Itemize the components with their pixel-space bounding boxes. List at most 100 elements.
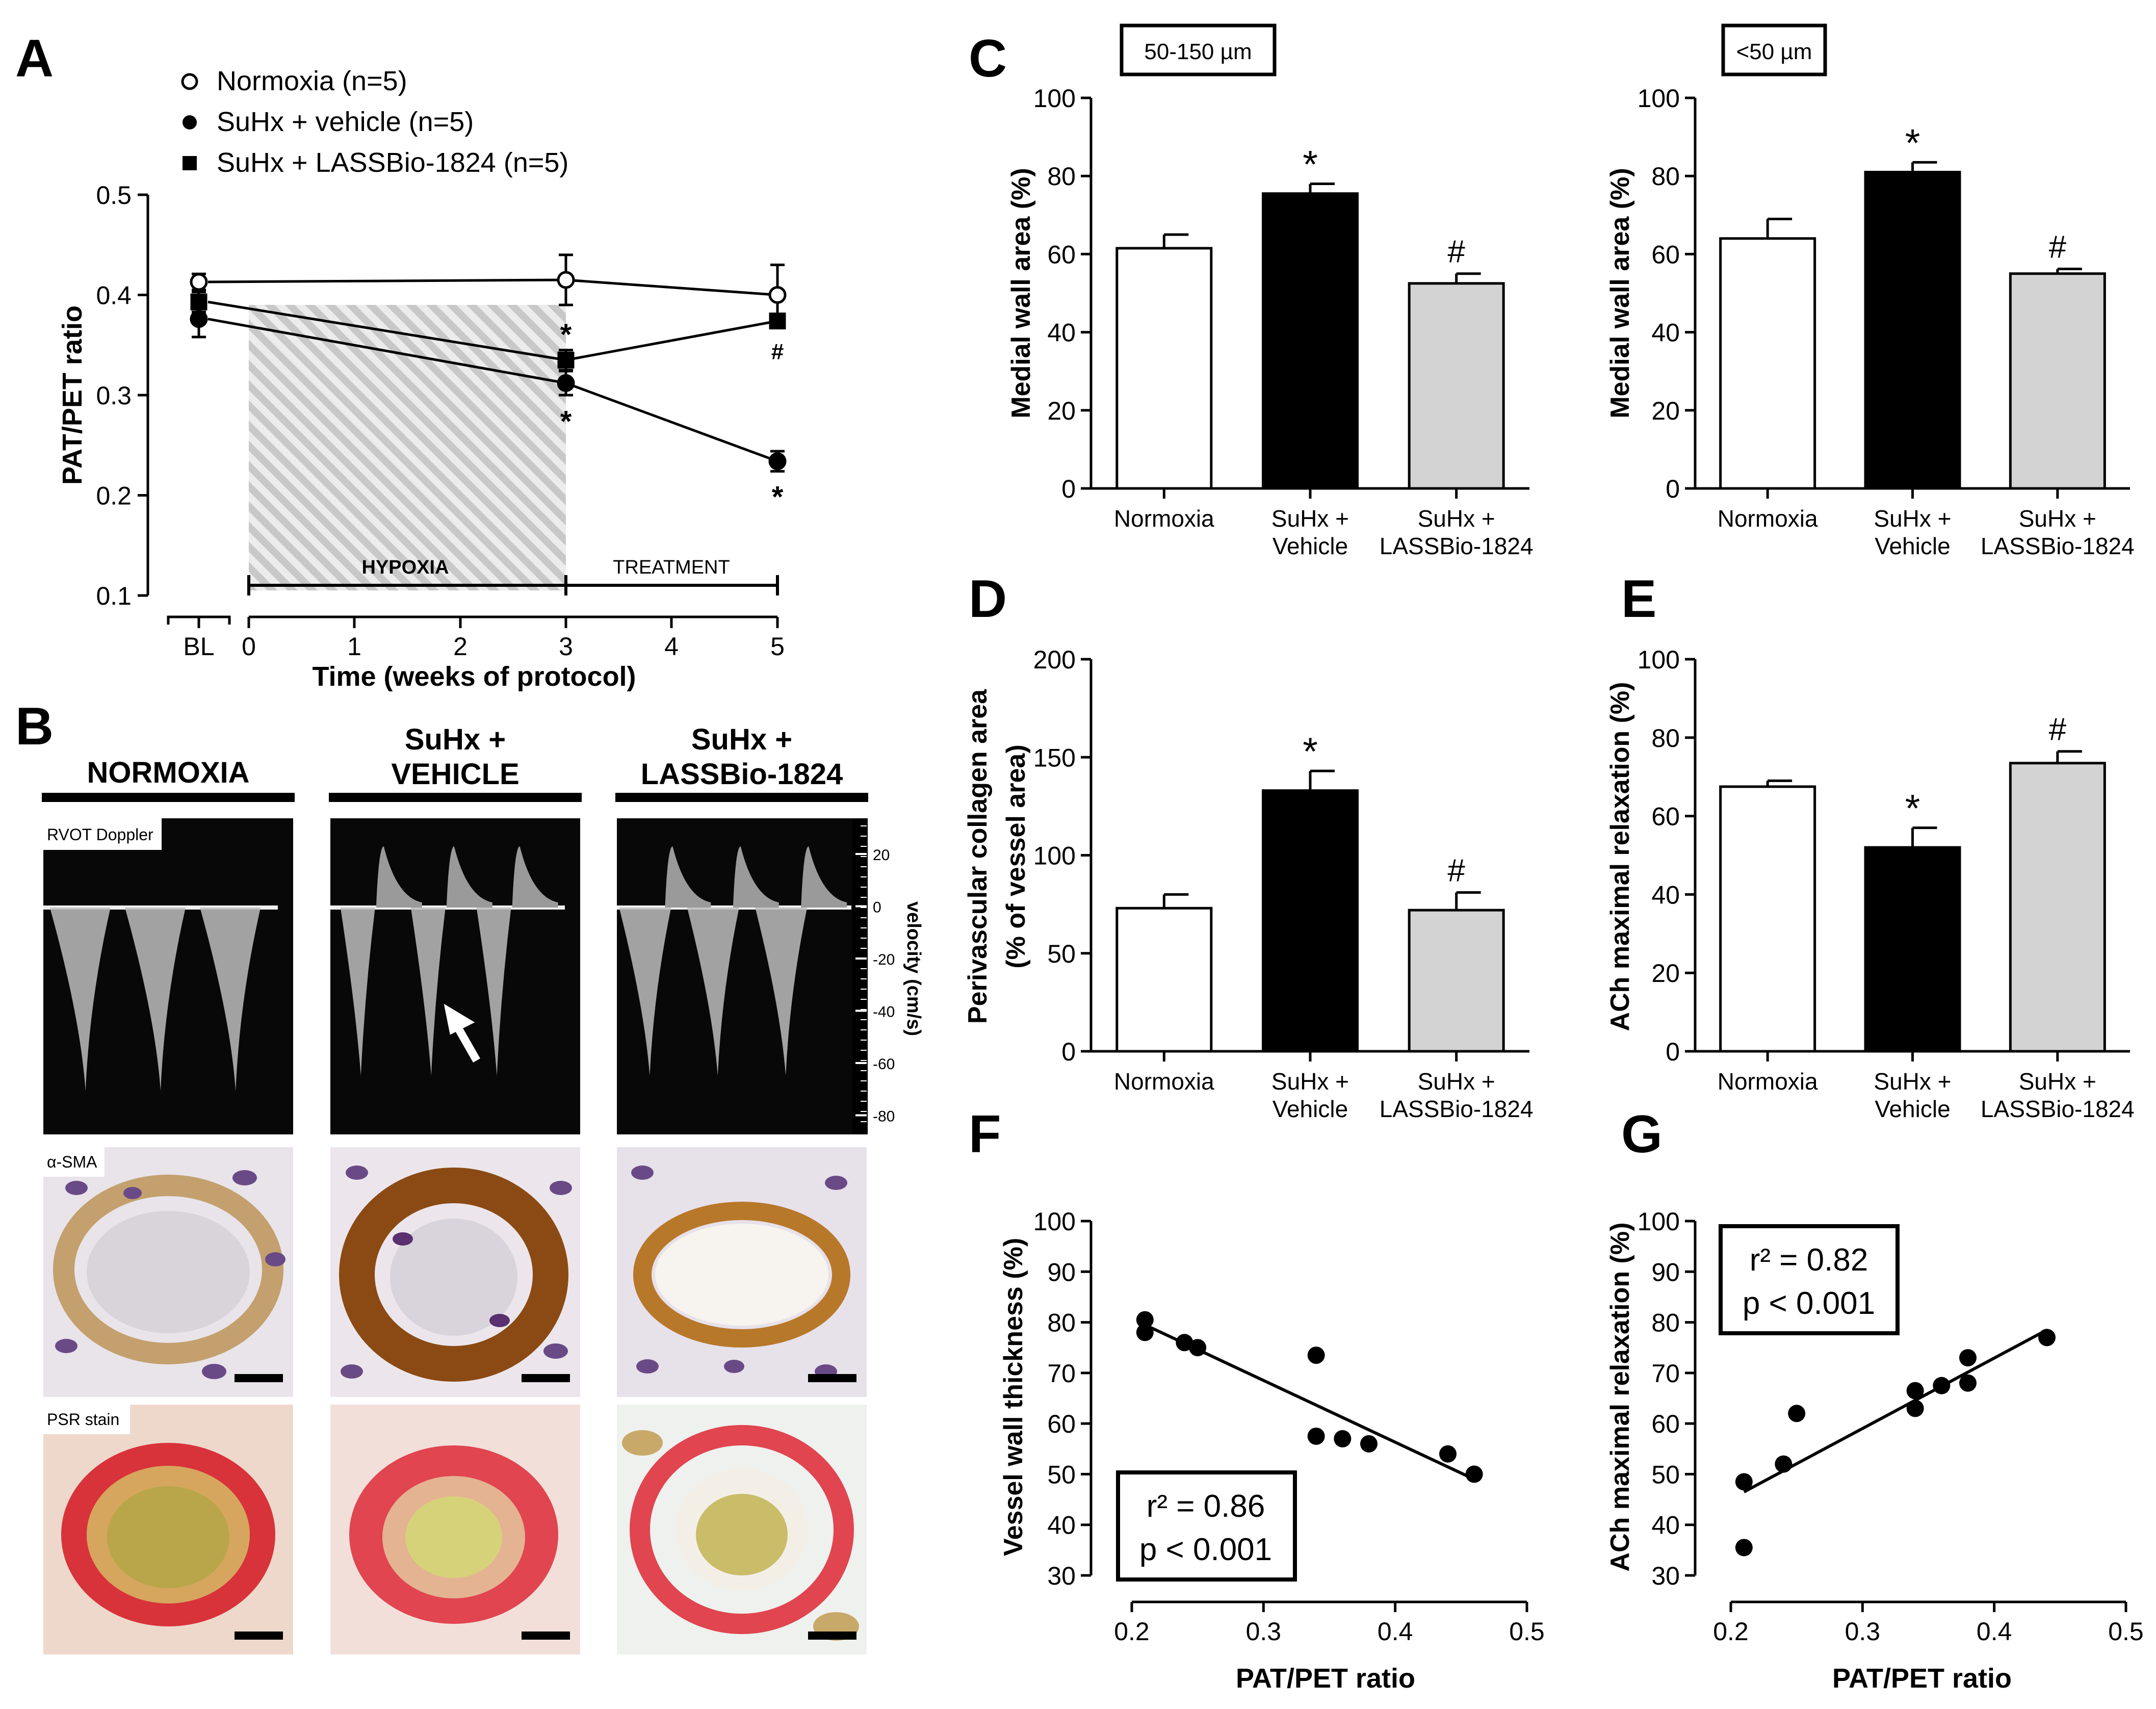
y-tick-label: 50 (1651, 1460, 1680, 1489)
y-tick-label: 60 (1651, 1410, 1680, 1438)
y-tick-label: 60 (1047, 1410, 1076, 1438)
data-point (768, 452, 787, 471)
doppler-waveforms (43, 846, 851, 1091)
y-tick-label: 80 (1651, 1309, 1680, 1337)
x-tick-label: 1 (347, 632, 361, 661)
y-tick-label: 60 (1651, 240, 1680, 269)
significance-mark: * (560, 318, 572, 351)
x-tick-label: 3 (559, 632, 573, 661)
velocity-tick-label: -60 (873, 1056, 895, 1073)
panel-label-f: F (969, 1105, 1001, 1164)
sma-image-normoxia (43, 1147, 293, 1397)
regression-line (1743, 1328, 2048, 1493)
panel-label-d: D (969, 569, 1007, 629)
category-label: SuHx + (1874, 1068, 1951, 1095)
y-tick-label: 90 (1651, 1258, 1680, 1286)
y-tick-label: 30 (1651, 1562, 1680, 1590)
y-tick-label: 50 (1047, 940, 1076, 968)
bar (1262, 789, 1359, 1053)
column-header: SuHx + (691, 723, 792, 756)
column-header: NORMOXIA (87, 756, 250, 789)
chart-g-p: p < 0.001 (1743, 1286, 1875, 1321)
bar (1115, 247, 1213, 490)
vessel-size-box (1721, 23, 1827, 76)
y-tick-label: 0.2 (96, 482, 132, 510)
row-label-sma: α-SMA (47, 1153, 97, 1171)
data-point (768, 286, 787, 304)
doppler-reverse-flow (512, 846, 558, 908)
data-point (769, 313, 786, 330)
velocity-tick-label: 20 (873, 847, 890, 864)
panel-a-line-chart: Normoxia (n=5) SuHx + vehicle (n=5) SuHx… (57, 66, 787, 692)
y-tick-label: 20 (1047, 397, 1076, 425)
y-tick-label: 0 (1666, 475, 1680, 503)
column-header: LASSBio-1824 (641, 758, 843, 791)
velocity-axis-label: velocity (cm/s) (903, 901, 924, 1036)
y-tick-label: 200 (1033, 645, 1076, 674)
bar (1408, 282, 1505, 490)
scale-bars (235, 1374, 856, 1640)
category-label: Normoxia (1718, 505, 1818, 532)
category-label: SuHx + (1271, 505, 1349, 532)
data-point (190, 310, 208, 328)
chart-f-r2: r² = 0.86 (1147, 1489, 1265, 1524)
chart-c1-ylabel: Medial wall area (%) (1006, 168, 1036, 418)
y-tick-label: 100 (1033, 842, 1076, 870)
column-underline (42, 793, 295, 802)
doppler-envelope (476, 908, 511, 1076)
chart-a-xlabel: Time (weeks of protocol) (312, 661, 636, 692)
data-point (1334, 1430, 1352, 1447)
chart-a-legend: Normoxia (n=5) SuHx + vehicle (n=5) SuHx… (181, 66, 568, 178)
data-point (1360, 1435, 1378, 1453)
significance-mark: * (560, 405, 572, 438)
data-point (2038, 1329, 2056, 1347)
legend-label-lassbio: SuHx + LASSBio-1824 (n=5) (217, 147, 568, 178)
hypoxia-hatched-region (249, 305, 566, 590)
doppler-envelope (200, 908, 261, 1091)
significance-mark: # (1447, 853, 1465, 889)
y-tick-label: 40 (1047, 1511, 1076, 1540)
column-header: VEHICLE (391, 758, 519, 791)
category-label: Normoxia (1114, 1068, 1214, 1095)
doppler-reverse-flow (665, 846, 711, 908)
chart-f-xlabel: PAT/PET ratio (1236, 1663, 1415, 1694)
significance-mark: * (1303, 143, 1318, 187)
y-tick-label: 20 (1651, 959, 1680, 988)
x-tick-label: 4 (664, 632, 679, 661)
y-tick-label: 70 (1047, 1359, 1076, 1388)
y-tick-label: 100 (1638, 84, 1680, 113)
x-tick-label: BL (183, 632, 214, 661)
chart-f-ylabel: Vessel wall thickness (%) (999, 1238, 1028, 1556)
y-tick-label: 0 (1061, 475, 1076, 503)
legend-label-normoxia: Normoxia (n=5) (217, 66, 407, 96)
y-tick-label: 30 (1047, 1562, 1076, 1590)
bar (2009, 762, 2106, 1053)
category-label: LASSBio-1824 (1981, 533, 2135, 559)
panel-label-a: A (15, 29, 54, 88)
y-tick-label: 100 (1033, 1207, 1076, 1236)
vessel-size-box (1120, 23, 1277, 76)
chart-a-ylabel: PAT/PET ratio (57, 305, 88, 485)
legend-label-vehicle: SuHx + vehicle (n=5) (217, 107, 474, 137)
y-tick-label: 80 (1651, 724, 1680, 753)
row-label-box (43, 818, 162, 850)
y-tick-label: 100 (1033, 84, 1076, 113)
data-point (1959, 1349, 1977, 1367)
data-point (1906, 1400, 1924, 1417)
data-point (1136, 1324, 1154, 1341)
data-point (1959, 1374, 1977, 1392)
data-point (1906, 1382, 1924, 1400)
doppler-envelope (410, 908, 446, 1076)
chart-g-r2: r² = 0.82 (1750, 1242, 1868, 1278)
bar (1719, 785, 1816, 1053)
vessel-size-label: 50-150 µm (1144, 39, 1252, 64)
chart-g-stats-box (1719, 1224, 1900, 1335)
row-label-box (43, 1147, 105, 1177)
y-tick-label: 40 (1651, 319, 1680, 347)
y-tick-label: 0.1 (96, 582, 132, 610)
doppler-reverse-flow (446, 846, 492, 908)
data-point (1307, 1347, 1325, 1364)
data-point (1189, 1339, 1207, 1357)
